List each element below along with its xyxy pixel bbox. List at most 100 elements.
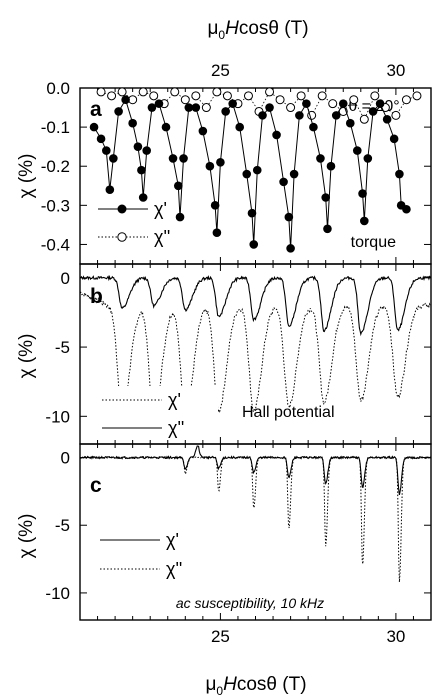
chi-prime-point bbox=[235, 122, 245, 132]
panel-b-ylabel: χ (%) bbox=[16, 334, 37, 379]
chi-prime-point bbox=[168, 154, 178, 163]
chi-prime-point bbox=[360, 216, 369, 226]
chi-prime-point bbox=[395, 169, 404, 179]
chi-prime-point bbox=[96, 134, 106, 144]
chi-double-prime-point bbox=[180, 95, 190, 105]
series-chi-prime-b bbox=[80, 290, 432, 420]
series-chi-double-prime-b bbox=[79, 274, 432, 337]
chi-prime-point bbox=[326, 161, 336, 171]
chi-prime-point bbox=[352, 146, 362, 155]
chi-prime-point bbox=[382, 114, 392, 124]
y-tick-label: -5 bbox=[55, 338, 70, 357]
panel-c-ac-annotation-text: ac susceptibility, 10 kHz bbox=[176, 595, 324, 611]
chi-double-prime-point bbox=[117, 87, 127, 97]
chi-prime-point bbox=[323, 224, 332, 234]
chi-prime-point bbox=[289, 169, 299, 179]
chi-prime-point bbox=[228, 99, 237, 108]
chi-double-prime-point bbox=[401, 95, 411, 105]
chi-double-prime-point bbox=[391, 110, 401, 120]
chi-prime-point bbox=[345, 118, 355, 128]
chi-prime-point bbox=[198, 126, 208, 136]
chi-double-prime-point bbox=[296, 91, 306, 101]
legend-b-chi-double-prime-label: χ'' bbox=[168, 418, 184, 438]
chi-prime-point bbox=[133, 142, 143, 151]
panel-c-legend: χ' χ'' bbox=[100, 530, 182, 579]
chi-double-prime-point bbox=[243, 91, 253, 101]
chi-prime-point bbox=[321, 193, 331, 202]
chi-prime-curve-b bbox=[80, 290, 432, 420]
chi-prime-point bbox=[137, 165, 146, 175]
y-tick-label: -0.3 bbox=[41, 196, 70, 215]
axis-title-mu: μ bbox=[207, 18, 218, 39]
chi-prime-point bbox=[109, 154, 118, 163]
bottom-axis-ticks: 25 30 bbox=[97, 257, 432, 646]
chi-prime-point bbox=[161, 122, 171, 132]
chi-prime-point bbox=[121, 95, 130, 105]
chi-prime-point bbox=[128, 118, 137, 128]
legend-b-chi-prime-label: χ' bbox=[168, 390, 181, 410]
y-tick-label: 0 bbox=[61, 269, 70, 288]
chi-prime-point bbox=[309, 122, 318, 132]
legend-c-chi-prime-label: χ' bbox=[166, 530, 179, 550]
panel-c-ylabel: χ (%) bbox=[16, 514, 37, 559]
panel-b-hall-annotation: Hall potential bbox=[242, 404, 335, 421]
chi-double-prime-point bbox=[191, 91, 201, 101]
panel-b: b Hall potential χ (%) 0 -5 -10 χ' χ'' bbox=[16, 263, 432, 445]
chi-double-prime-point bbox=[201, 103, 211, 113]
y-tick-label: -10 bbox=[45, 584, 70, 603]
legend-c-chi-double-prime-label: χ'' bbox=[166, 559, 182, 579]
chi-double-prime-point bbox=[107, 91, 117, 101]
series-chi-double-prime-c bbox=[79, 455, 432, 583]
chi-prime-point bbox=[221, 107, 230, 116]
axis-title-sub: 0 bbox=[216, 684, 223, 698]
legend-b-background bbox=[100, 386, 218, 440]
chi-double-prime-point bbox=[317, 91, 327, 101]
chi-prime-point bbox=[89, 122, 99, 132]
chi-double-prime-point bbox=[370, 91, 380, 101]
chi-prime-point bbox=[265, 103, 274, 112]
top-tick-label: 30 bbox=[386, 61, 405, 80]
chi-double-prime-point bbox=[412, 91, 422, 101]
panel-c: c ac susceptibility, 10 kHz χ (%) 0 -5 -10… bbox=[16, 443, 432, 621]
chi-double-prime-point bbox=[170, 87, 180, 97]
chi-prime-point bbox=[389, 134, 399, 144]
axis-title-rest: cosθ (T) bbox=[237, 674, 307, 695]
legend-a-chi-prime-label: χ' bbox=[154, 199, 167, 219]
series-chi-prime-c bbox=[79, 445, 432, 496]
y-tick-label: -0.4 bbox=[41, 235, 70, 254]
panel-a-torque-annotation: torque bbox=[351, 234, 396, 251]
chi-prime-point bbox=[247, 208, 257, 218]
chi-double-prime-point bbox=[265, 87, 275, 97]
chi-prime-point bbox=[142, 146, 151, 155]
chi-prime-point bbox=[363, 154, 373, 163]
chi-double-prime-curve-b bbox=[79, 274, 432, 337]
axis-title-h: H bbox=[225, 18, 239, 39]
chi-double-prime-point bbox=[286, 103, 296, 113]
chi-double-prime-curve-c bbox=[79, 455, 432, 583]
legend-a-chi-prime-marker bbox=[117, 204, 127, 214]
top-axis-title: μ0Hcosθ (T) bbox=[207, 18, 308, 42]
chi-prime-point bbox=[114, 107, 123, 116]
panel-c-yticks: 0 -5 -10 bbox=[45, 449, 431, 603]
panel-b-yticks: 0 -5 -10 bbox=[45, 269, 431, 426]
chi-double-prime-point bbox=[275, 95, 285, 105]
panel-a-ylabel: χ (%) bbox=[16, 154, 37, 199]
bottom-tick-label: 30 bbox=[386, 627, 405, 646]
y-tick-label: 0.0 bbox=[46, 79, 70, 98]
chi-prime-point bbox=[258, 111, 267, 120]
chi-prime-point bbox=[210, 201, 220, 210]
series-chi-double-prime-a bbox=[96, 87, 422, 124]
chi-prime-point bbox=[102, 146, 111, 155]
chi-prime-point bbox=[338, 99, 348, 108]
panel-b-label: b bbox=[90, 285, 103, 308]
panel-a-yticks: 0.0 -0.1 -0.2 -0.3 -0.4 bbox=[41, 79, 431, 254]
chi-prime-point bbox=[175, 212, 185, 222]
chi-prime-point bbox=[179, 154, 188, 163]
chi-double-prime-point bbox=[349, 95, 359, 105]
chi-prime-point bbox=[284, 212, 294, 222]
chi-prime-point bbox=[295, 111, 304, 120]
chi-prime-point bbox=[375, 99, 385, 108]
chi-prime-point bbox=[331, 111, 341, 120]
chi-prime-point bbox=[191, 103, 201, 112]
panel-c-label: c bbox=[90, 474, 102, 497]
